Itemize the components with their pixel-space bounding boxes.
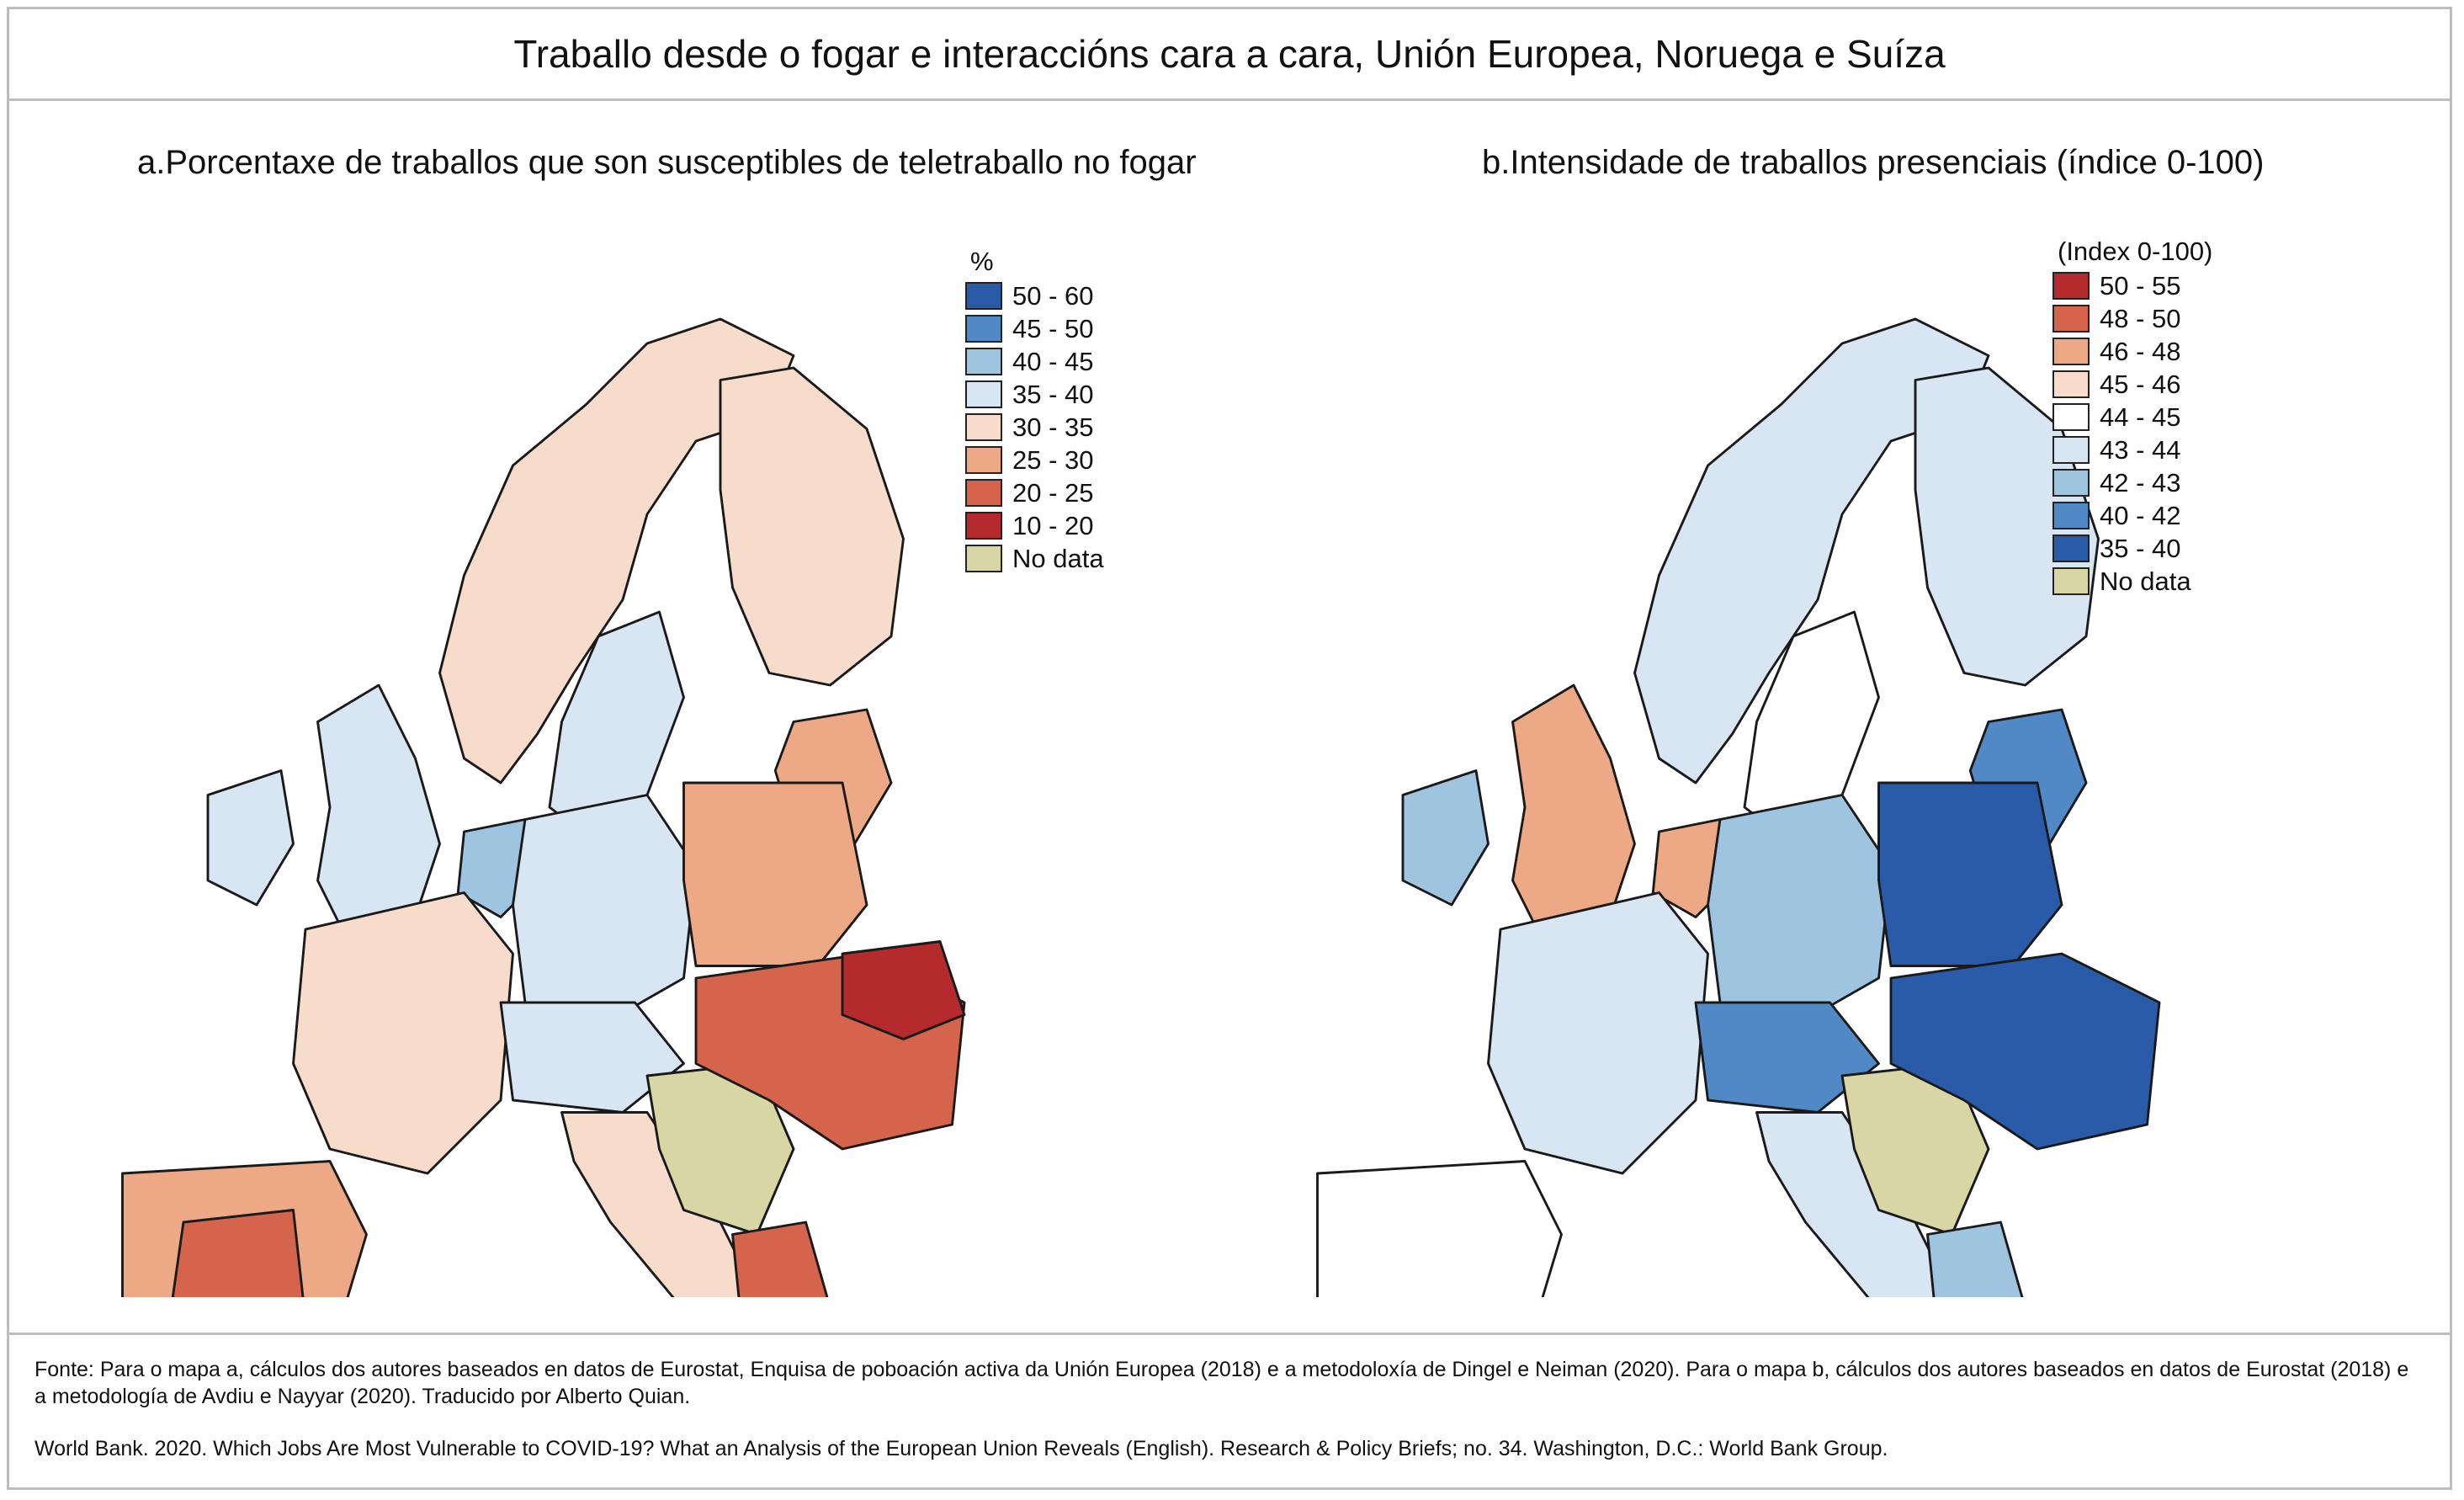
legend-item: 40 - 45 (965, 345, 1104, 378)
footer: Fonte: Para o mapa a, cálculos dos autor… (35, 1356, 2416, 1487)
legend-item: 43 - 44 (2052, 434, 2212, 466)
legend-label: 48 - 50 (2100, 304, 2181, 333)
legend-item: 40 - 42 (2052, 499, 2212, 532)
legend-label: 35 - 40 (1012, 380, 1094, 409)
map-region-scandinavia (438, 317, 795, 785)
legend-a-title: % (970, 247, 994, 276)
legend-swatch (965, 348, 1002, 375)
map-region-germany (512, 794, 698, 1029)
map-region-ireland (206, 769, 295, 907)
legend-label: 35 - 40 (2100, 534, 2181, 563)
legend-swatch (965, 545, 1002, 572)
legend-item: No data (965, 542, 1104, 575)
legend-swatch (2052, 469, 2090, 497)
legend-label: 40 - 42 (2100, 501, 2181, 530)
map-region-poland (1877, 781, 2063, 967)
map-region-uk (316, 684, 441, 931)
legend-swatch (2052, 305, 2090, 332)
legend-label: 30 - 35 (1012, 412, 1094, 442)
legend-label: No data (1012, 544, 1104, 573)
figure-title: Traballo desde o fogar e interaccións ca… (9, 9, 2450, 101)
legend-label: 45 - 50 (1012, 314, 1094, 343)
legend-item: 10 - 20 (965, 509, 1104, 542)
legend-label: 50 - 55 (2100, 271, 2181, 301)
map-region-greece (731, 1221, 829, 1297)
legend-item: 20 - 25 (965, 476, 1104, 509)
legend-label: 20 - 25 (1012, 478, 1094, 508)
legend-label: 25 - 30 (1012, 445, 1094, 475)
legend-swatch (965, 413, 1002, 441)
legend-swatch (965, 446, 1002, 474)
legend-item: 48 - 50 (2052, 302, 2212, 335)
legend-swatch (2052, 567, 2090, 595)
footer-source: Fonte: Para o mapa a, cálculos dos autor… (35, 1358, 2409, 1408)
panel-a-title-prefix: a. (137, 144, 166, 181)
map-region-uk (1511, 684, 1636, 931)
panel-a-title-text: Porcentaxe de traballos que son suscepti… (165, 144, 1197, 181)
legend-swatch (2052, 436, 2090, 464)
legend-b-title: (Index 0-100) (2058, 237, 2213, 266)
legend-item: 50 - 55 (2052, 269, 2212, 302)
legend-item: No data (2052, 565, 2212, 598)
legend-item: 45 - 46 (2052, 368, 2212, 401)
legend-swatch (965, 512, 1002, 540)
legend-swatch (2052, 370, 2090, 398)
panel-b-title-text: Intensidade de traballos presenciais (ín… (1510, 144, 2265, 181)
legend-item: 45 - 50 (965, 312, 1104, 345)
map-region-finland (719, 366, 905, 687)
legend-label: 40 - 45 (1012, 347, 1094, 376)
map-region-spain-centre (171, 1209, 305, 1297)
legend-b: (Index 0-100) 50 - 55 48 - 50 46 - 48 45 - … (2052, 235, 2212, 598)
map-a (121, 317, 966, 1297)
legend-swatch (965, 282, 1002, 310)
legend-item: 44 - 45 (2052, 401, 2212, 434)
legend-label: 46 - 48 (2100, 337, 2181, 366)
legend-swatch (965, 380, 1002, 408)
legend-label: No data (2100, 566, 2191, 596)
legend-label: 43 - 44 (2100, 435, 2181, 465)
map-region-germany (1707, 794, 1893, 1029)
legend-swatch (965, 479, 1002, 507)
legend-item: 50 - 60 (965, 279, 1104, 312)
map-region-france (1487, 891, 1709, 1175)
legend-item: 46 - 48 (2052, 335, 2212, 368)
map-region-romania-north (841, 940, 966, 1040)
panel-a-title: a.Porcentaxe de traballos que son suscep… (137, 144, 1197, 182)
map-region-scandinavia (1633, 317, 1990, 785)
legend-swatch (2052, 338, 2090, 365)
legend-swatch (2052, 403, 2090, 431)
legend-item: 25 - 30 (965, 444, 1104, 476)
map-region-greece (1926, 1221, 2024, 1297)
legend-item: 35 - 40 (965, 378, 1104, 411)
legend-item: 30 - 35 (965, 411, 1104, 444)
footer-citation: World Bank. 2020. Which Jobs Are Most Vu… (35, 1437, 1888, 1460)
map-region-poland (682, 781, 868, 967)
figure-frame: Traballo desde o fogar e interaccións ca… (7, 7, 2452, 1490)
map-region-france (292, 891, 514, 1175)
legend-swatch (2052, 502, 2090, 529)
legend-swatch (2052, 535, 2090, 562)
legend-a: % 50 - 60 45 - 50 40 - 45 35 - 40 30 - 35 25 … (965, 245, 1104, 575)
map-b (1316, 317, 2161, 1297)
map-region-hungary-romania (1889, 952, 2161, 1151)
legend-item: 35 - 40 (2052, 532, 2212, 565)
legend-label: 42 - 43 (2100, 468, 2181, 497)
legend-label: 50 - 60 (1012, 281, 1094, 311)
legend-item: 42 - 43 (2052, 466, 2212, 499)
panel-b-title: b.Intensidade de traballos presenciais (… (1482, 144, 2264, 182)
map-region-iberia (1316, 1160, 1563, 1297)
footer-divider (9, 1332, 2450, 1335)
panel-b-title-prefix: b. (1482, 144, 1511, 181)
legend-label: 44 - 45 (2100, 402, 2181, 432)
legend-swatch (2052, 272, 2090, 300)
legend-label: 45 - 46 (2100, 370, 2181, 399)
map-region-ireland (1401, 769, 1490, 907)
legend-swatch (965, 315, 1002, 343)
legend-label: 10 - 20 (1012, 511, 1094, 540)
